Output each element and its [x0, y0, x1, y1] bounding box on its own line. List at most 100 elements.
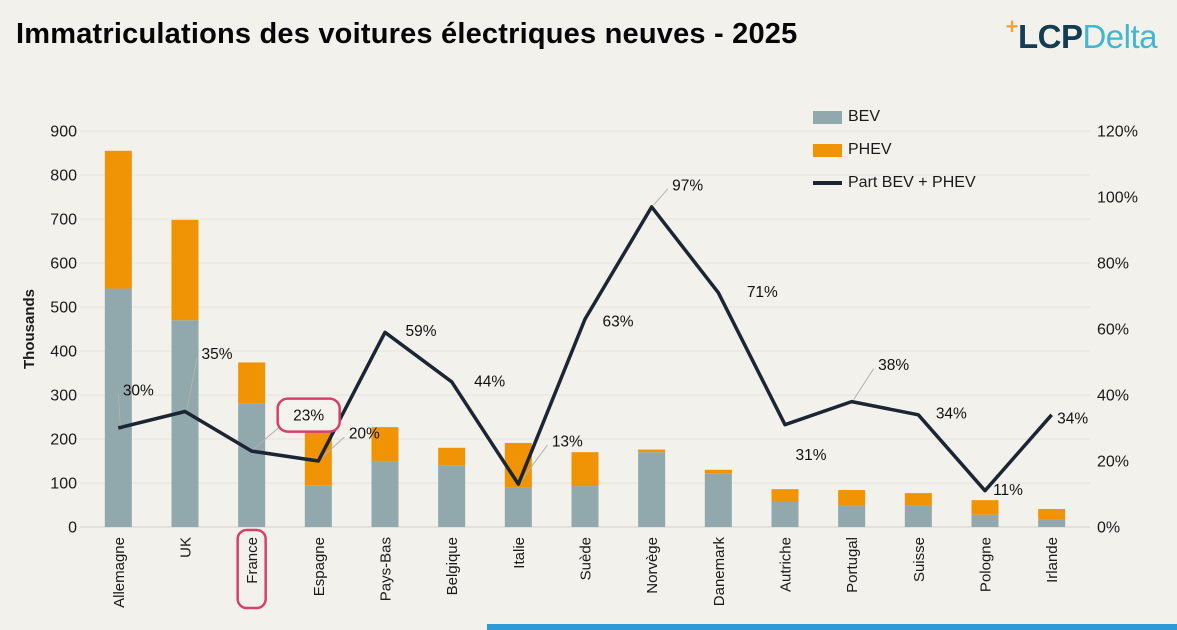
bar-segment-phev	[571, 452, 599, 487]
phev-swatch-icon	[813, 143, 842, 157]
x-axis-tick-label: Suisse	[911, 537, 928, 582]
bar-segment-phev	[1038, 508, 1066, 520]
bar-segment-bev	[771, 501, 799, 527]
share-data-label: 35%	[201, 346, 232, 363]
bar-segment-bev	[171, 320, 199, 527]
highlight-box-category	[236, 528, 267, 610]
logo-lcp: LCP	[1017, 18, 1083, 55]
x-axis-tick-label: Allemagne	[111, 537, 128, 608]
highlight-box-data-label	[276, 397, 341, 433]
bar-segment-bev	[571, 486, 599, 527]
bar-segment-bev	[704, 473, 732, 527]
share-data-label: 71%	[747, 284, 778, 301]
bev-swatch-icon	[813, 110, 842, 124]
x-axis-tick-label: Suède	[578, 537, 595, 580]
share-data-label: 30%	[123, 383, 154, 400]
bar-segment-phev	[904, 493, 932, 506]
bar-segment-bev	[1038, 519, 1066, 527]
x-axis-tick-label: UK	[178, 537, 195, 558]
bar-segment-phev	[971, 500, 999, 515]
logo-delta: Delta	[1082, 18, 1157, 55]
pct-axis-tick-label: 40%	[1097, 388, 1129, 405]
legend-item-phev: PHEV	[813, 139, 976, 161]
share-line-swatch-icon	[813, 181, 842, 185]
x-axis-tick-label: Espagne	[311, 537, 328, 596]
x-axis-tick-label: Irlande	[1044, 537, 1061, 583]
share-data-label: 97%	[672, 177, 703, 194]
y-axis-tick-label: 500	[50, 300, 77, 317]
chart-legend: BEV PHEV Part BEV + PHEV	[813, 106, 976, 194]
share-data-label: 59%	[405, 323, 436, 340]
y-axis-tick-label: 200	[50, 432, 77, 449]
bar-segment-phev	[704, 469, 732, 474]
y-axis-tick-label: 100	[50, 476, 77, 493]
bar-segment-bev	[971, 514, 999, 527]
x-axis-tick-label: Italie	[511, 537, 528, 569]
bar-segment-phev	[771, 489, 799, 502]
legend-label-share: Part BEV + PHEV	[848, 174, 976, 191]
share-data-label: 13%	[552, 434, 583, 451]
y-axis-tick-label: 900	[50, 124, 77, 141]
y-axis-title: Thousands	[21, 289, 38, 369]
bar-segment-bev	[438, 465, 466, 527]
pct-axis-tick-label: 60%	[1097, 322, 1129, 339]
label-leader-line	[117, 393, 121, 427]
share-line	[117, 205, 1053, 493]
pct-axis-tick-label: 80%	[1097, 256, 1129, 273]
bar-segment-bev	[371, 461, 399, 527]
bar-segment-bev	[104, 288, 132, 527]
y-axis-tick-label: 300	[50, 388, 77, 405]
share-data-label: 11%	[993, 482, 1023, 499]
bar-segment-phev	[371, 427, 399, 462]
x-axis-tick-label: Portugal	[844, 537, 861, 593]
x-axis-tick-label: Belgique	[444, 537, 461, 595]
bar-segment-phev	[238, 362, 266, 404]
share-data-label: 31%	[795, 447, 826, 464]
pct-axis-tick-label: 120%	[1097, 124, 1138, 141]
x-axis-tick-label: France	[244, 537, 261, 584]
y-axis-tick-label: 600	[50, 256, 77, 273]
label-leader-line	[319, 436, 345, 460]
x-axis-tick-label: Norvège	[644, 537, 661, 594]
share-data-label: 23%	[293, 408, 324, 425]
x-axis-tick-label: Pologne	[978, 537, 995, 592]
share-data-label: 63%	[602, 314, 633, 331]
legend-label-phev: PHEV	[848, 141, 892, 158]
pct-axis-tick-label: 100%	[1097, 190, 1138, 207]
bar-segment-bev	[904, 505, 932, 527]
legend-label-bev: BEV	[848, 108, 881, 125]
bar-segment-phev	[638, 449, 666, 453]
label-leader-line	[186, 357, 198, 410]
bar-segment-bev	[304, 485, 332, 527]
share-data-label: 34%	[936, 405, 967, 422]
pct-axis-tick-label: 0%	[1097, 520, 1120, 537]
y-axis-tick-label: 400	[50, 344, 77, 361]
brand-logo: + LCP Delta	[1005, 14, 1158, 60]
share-data-label: 20%	[349, 426, 380, 443]
share-data-label: 44%	[474, 373, 505, 390]
x-axis-tick-label: Danemark	[711, 537, 728, 607]
pct-axis-tick-label: 20%	[1097, 454, 1129, 471]
y-axis-tick-label: 0	[68, 520, 77, 537]
y-axis-tick-label: 800	[50, 168, 77, 185]
footer-accent-bar	[487, 624, 1177, 630]
bar-segment-phev	[304, 428, 332, 486]
y-axis-tick-label: 700	[50, 212, 77, 229]
share-data-label: 34%	[1057, 410, 1088, 427]
share-data-label: 38%	[878, 357, 909, 374]
bar-segment-bev	[238, 403, 266, 527]
bar-segment-bev	[638, 452, 666, 527]
bar-segment-phev	[104, 150, 132, 289]
bar-segment-phev	[838, 490, 866, 505]
label-leader-line	[853, 368, 875, 400]
bar-segment-bev	[838, 505, 866, 527]
x-axis-tick-label: Pays-Bas	[378, 537, 395, 601]
plus-icon: +	[1005, 14, 1019, 39]
bar-segment-phev	[171, 219, 199, 321]
x-axis-tick-label: Autriche	[778, 537, 795, 592]
label-leader-line	[653, 188, 669, 206]
legend-item-share: Part BEV + PHEV	[813, 172, 976, 194]
bar-segment-phev	[438, 447, 466, 466]
